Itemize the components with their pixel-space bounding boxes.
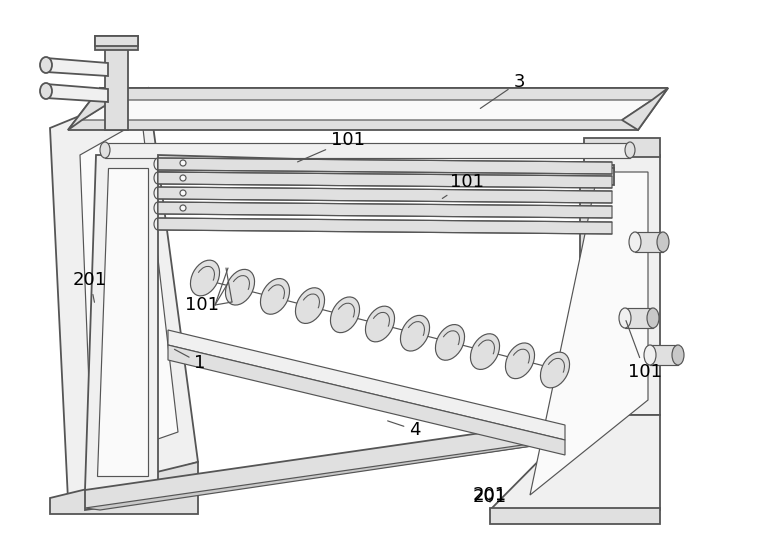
Polygon shape (97, 168, 148, 476)
Text: 1: 1 (175, 350, 205, 372)
Polygon shape (158, 158, 612, 174)
Circle shape (180, 160, 186, 166)
Text: 4: 4 (387, 421, 421, 439)
Circle shape (180, 175, 186, 181)
Polygon shape (105, 143, 630, 158)
Text: 101: 101 (442, 173, 484, 198)
Circle shape (180, 205, 186, 211)
Polygon shape (530, 172, 648, 495)
Ellipse shape (619, 308, 631, 328)
Text: 201: 201 (473, 488, 507, 506)
Polygon shape (622, 88, 668, 130)
Polygon shape (105, 46, 128, 130)
Polygon shape (50, 88, 198, 500)
Polygon shape (158, 155, 614, 185)
Polygon shape (584, 138, 660, 157)
Ellipse shape (401, 315, 430, 351)
Text: 101: 101 (185, 296, 219, 314)
Polygon shape (50, 462, 198, 514)
Polygon shape (95, 36, 138, 46)
Text: 3: 3 (481, 73, 524, 109)
Polygon shape (68, 88, 668, 130)
Polygon shape (46, 58, 108, 76)
Text: 101: 101 (298, 131, 365, 162)
Polygon shape (584, 155, 660, 415)
Ellipse shape (672, 345, 684, 365)
Ellipse shape (365, 306, 394, 342)
Ellipse shape (657, 232, 669, 252)
Polygon shape (158, 187, 612, 203)
Polygon shape (85, 155, 158, 490)
Polygon shape (82, 100, 652, 120)
Ellipse shape (40, 83, 52, 99)
Ellipse shape (226, 269, 255, 305)
Circle shape (180, 190, 186, 196)
Polygon shape (85, 418, 585, 510)
Ellipse shape (435, 325, 465, 360)
Polygon shape (68, 88, 114, 130)
Ellipse shape (647, 308, 659, 328)
Ellipse shape (100, 142, 110, 158)
Polygon shape (168, 330, 565, 440)
Polygon shape (625, 308, 653, 328)
Polygon shape (158, 172, 612, 188)
Ellipse shape (260, 279, 289, 314)
Polygon shape (580, 165, 614, 420)
Ellipse shape (629, 232, 641, 252)
Ellipse shape (191, 260, 220, 296)
Polygon shape (158, 202, 612, 218)
Ellipse shape (506, 343, 535, 378)
Polygon shape (95, 36, 138, 50)
Polygon shape (100, 88, 668, 100)
Ellipse shape (540, 352, 569, 388)
Polygon shape (158, 218, 612, 234)
Ellipse shape (331, 297, 360, 332)
Ellipse shape (644, 345, 656, 365)
Polygon shape (46, 84, 108, 102)
Text: 201: 201 (473, 486, 507, 504)
Polygon shape (85, 436, 600, 510)
Polygon shape (650, 345, 678, 365)
Polygon shape (490, 415, 660, 510)
Ellipse shape (40, 57, 52, 73)
Polygon shape (80, 120, 178, 462)
Ellipse shape (296, 288, 325, 324)
Ellipse shape (470, 334, 499, 370)
Polygon shape (168, 345, 565, 455)
Text: 201: 201 (73, 271, 107, 302)
Polygon shape (490, 508, 660, 524)
Polygon shape (635, 232, 663, 252)
Text: 101: 101 (626, 321, 662, 381)
Ellipse shape (625, 142, 635, 158)
